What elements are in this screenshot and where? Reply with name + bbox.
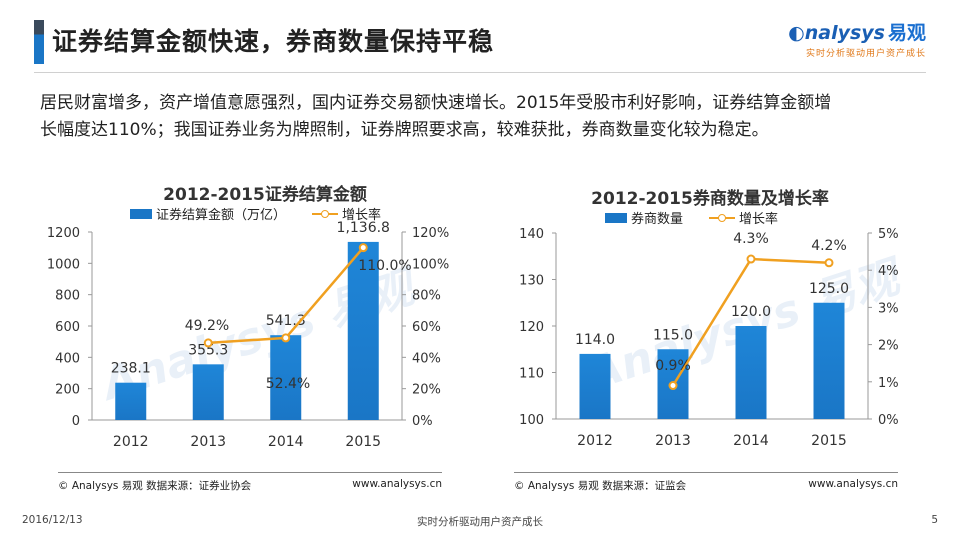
logo-slogan: 实时分析驱动用户资产成长	[805, 49, 926, 59]
footer-slogan: 实时分析驱动用户资产成长	[417, 516, 543, 528]
chart1-y2tick-label: 80%	[412, 289, 441, 304]
chart2-y2tick-label: 4%	[878, 264, 899, 279]
chart2-legend-bar-label: 券商数量	[631, 212, 684, 227]
logo-wordmark: ◐nalysys 易观	[788, 18, 926, 45]
chart2-y2tick-label: 2%	[878, 339, 899, 354]
chart1-source: © Analysys 易观 数据来源：证券业协会	[58, 480, 252, 492]
chart2-url: www.analysys.cn	[808, 478, 898, 490]
chart1-y2tick-label: 60%	[412, 320, 441, 335]
chart1-ytick-label: 800	[55, 289, 80, 304]
chart2-x-label: 2015	[811, 433, 847, 449]
chart2-growth-label: 0.9%	[655, 358, 691, 374]
header-divider	[34, 72, 926, 73]
chart1-y2tick-label: 100%	[412, 257, 449, 272]
logo-a-icon: ◐	[788, 22, 805, 44]
chart1-legend-line-swatch	[312, 208, 339, 220]
chart1-url: www.analysys.cn	[352, 478, 442, 490]
chart2-footer: © Analysys 易观 数据来源：证监会 www.analysys.cn	[514, 472, 898, 493]
chart1-growth-point	[358, 243, 368, 253]
chart2-legend: 券商数量 增长率	[605, 208, 778, 227]
chart1-ytick-label: 1200	[47, 226, 80, 241]
chart1-y2tick-label: 0%	[412, 414, 433, 429]
chart1-ytick-label: 600	[55, 320, 80, 335]
chart1-x-label: 2012	[113, 434, 149, 450]
chart2-legend-line-label: 增长率	[739, 212, 779, 227]
chart1-bar-label: 355.3	[188, 342, 228, 358]
intro-paragraph: 居民财富增多，资产增值意愿强烈，国内证券交易额快速增长。2015年受股市利好影响…	[40, 90, 940, 144]
chart1-bar	[347, 241, 379, 420]
chart2-bar	[735, 326, 767, 419]
chart1-y2tick-label: 40%	[412, 351, 441, 366]
page-title: 证券结算金额快速，券商数量保持平稳	[52, 27, 495, 56]
chart2-ytick-label: 120	[519, 320, 544, 335]
chart2-growth-label: 4.3%	[733, 231, 769, 247]
chart1-x-label: 2015	[345, 434, 381, 450]
chart2-y2tick-label: 1%	[878, 376, 899, 391]
chart2-ytick-label: 130	[519, 274, 544, 289]
chart2-bar-label: 114.0	[575, 332, 615, 348]
chart2-y2tick-label: 3%	[878, 301, 899, 316]
chart1-growth-label: 49.2%	[185, 318, 229, 334]
chart2-growth-point	[746, 254, 756, 264]
chart1-ytick-label: 0	[72, 414, 80, 429]
title-accent-bar	[34, 20, 44, 64]
chart2-source: © Analysys 易观 数据来源：证监会	[514, 480, 687, 492]
chart1-bar-label: 238.1	[111, 361, 151, 377]
footer-page-number: 5	[931, 514, 938, 526]
chart1-x-label: 2013	[190, 434, 226, 450]
chart2-bar-label: 115.0	[653, 327, 693, 343]
chart2-legend-bar-swatch	[605, 212, 627, 223]
chart2-legend-line-swatch	[709, 212, 736, 224]
chart2-y2tick-label: 5%	[878, 227, 899, 242]
chart2-x-label: 2014	[733, 433, 769, 449]
footer-date: 2016/12/13	[22, 514, 83, 526]
logo-cn: 易观	[887, 22, 926, 44]
chart1-growth-point	[281, 333, 291, 343]
chart2-bar-label: 125.0	[809, 281, 849, 297]
chart1-legend-bar-label: 证券结算金额（万亿）	[156, 208, 287, 223]
chart2-ytick-label: 100	[519, 413, 544, 428]
chart2-x-label: 2012	[577, 433, 613, 449]
chart1-growth-label: 110.0%	[358, 258, 411, 274]
chart2-growth-point	[824, 258, 834, 268]
chart1-ytick-label: 1000	[47, 257, 80, 272]
chart1-title: 2012-2015证券结算金额	[163, 185, 367, 205]
chart1-x-label: 2014	[268, 434, 304, 450]
chart2-growth-label: 4.2%	[811, 238, 847, 254]
chart2-ytick-label: 110	[519, 367, 544, 382]
chart1-bar	[270, 335, 302, 420]
chart1-legend: 证券结算金额（万亿） 增长率	[130, 204, 381, 223]
intro-line-2: 长幅度达110%；我国证券业务为牌照制，证券牌照要求高，较难获批，券商数量变化较…	[40, 120, 769, 140]
chart1-bar	[192, 364, 224, 420]
analysys-logo: ◐nalysys 易观 实时分析驱动用户资产成长	[788, 18, 926, 59]
chart1-bar-label: 1,136.8	[337, 220, 390, 236]
chart2-title: 2012-2015券商数量及增长率	[591, 189, 829, 209]
chart1-growth-label: 52.4%	[266, 376, 310, 392]
chart2-bar-label: 120.0	[731, 304, 771, 320]
intro-line-1: 居民财富增多，资产增值意愿强烈，国内证券交易额快速增长。2015年受股市利好影响…	[40, 93, 832, 113]
chart1-bar	[115, 382, 147, 420]
chart1-ytick-label: 200	[55, 383, 80, 398]
chart1-y2tick-label: 20%	[412, 383, 441, 398]
chart2-y2tick-label: 0%	[878, 413, 899, 428]
chart1-legend-bar-swatch	[130, 208, 152, 219]
chart1-legend-line-label: 增长率	[342, 208, 382, 223]
logo-name: nalysys	[804, 22, 885, 44]
chart1-footer: © Analysys 易观 数据来源：证券业协会 www.analysys.cn	[58, 472, 442, 493]
chart1-growth-point	[203, 338, 213, 348]
chart2-ytick-label: 140	[519, 227, 544, 242]
chart2-bar	[579, 353, 611, 419]
chart2-bar	[813, 302, 845, 419]
chart2-growth-point	[668, 381, 678, 391]
chart2-x-label: 2013	[655, 433, 691, 449]
chart1-y2tick-label: 120%	[412, 226, 449, 241]
chart1-ytick-label: 400	[55, 351, 80, 366]
